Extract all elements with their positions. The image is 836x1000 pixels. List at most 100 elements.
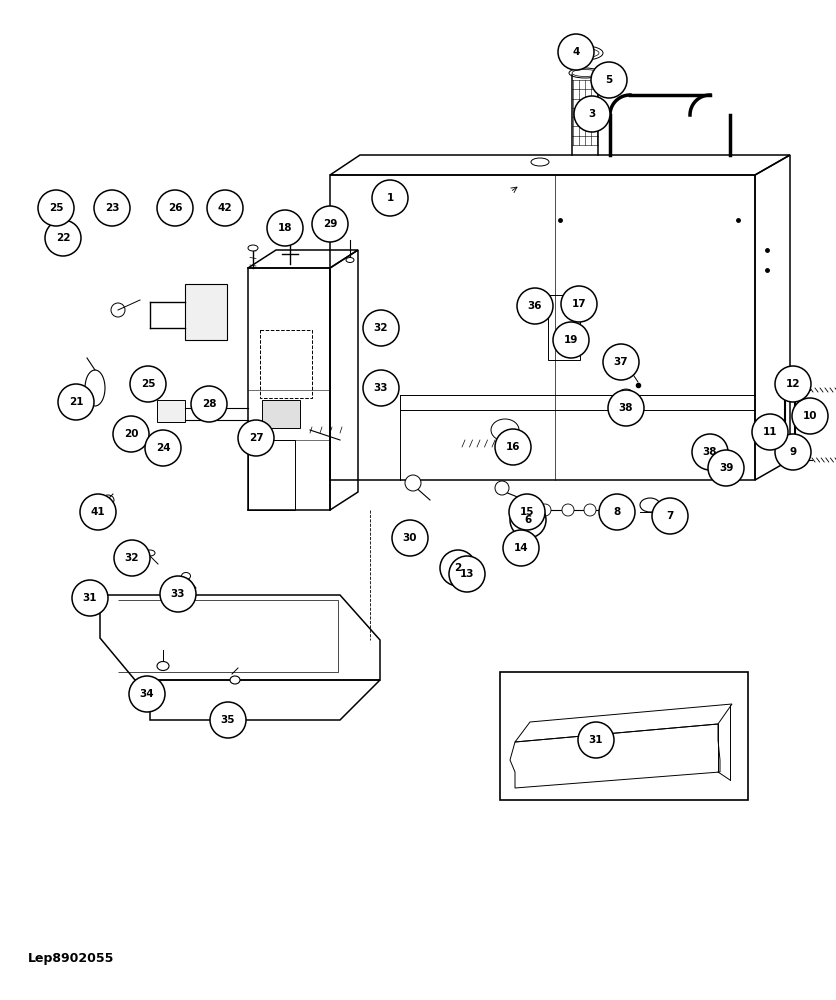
Text: 16: 16 — [506, 442, 520, 452]
Ellipse shape — [248, 245, 258, 251]
Text: 34: 34 — [140, 689, 155, 699]
Circle shape — [129, 676, 165, 712]
Circle shape — [652, 498, 688, 534]
Circle shape — [405, 475, 421, 491]
Circle shape — [517, 288, 553, 324]
Circle shape — [792, 398, 828, 434]
Text: 11: 11 — [762, 427, 777, 437]
Ellipse shape — [230, 676, 240, 684]
Circle shape — [708, 450, 744, 486]
Bar — [185, 284, 227, 340]
Circle shape — [553, 322, 589, 358]
Bar — [262, 400, 300, 428]
Text: 9: 9 — [789, 447, 797, 457]
Text: Lep8902055: Lep8902055 — [28, 952, 115, 965]
Text: 24: 24 — [155, 443, 171, 453]
Circle shape — [312, 206, 348, 242]
Circle shape — [160, 576, 196, 612]
Text: 5: 5 — [605, 75, 613, 85]
Text: 41: 41 — [90, 507, 105, 517]
Ellipse shape — [157, 662, 169, 670]
Circle shape — [38, 190, 74, 226]
Circle shape — [392, 520, 428, 556]
Ellipse shape — [785, 458, 795, 462]
Circle shape — [372, 180, 408, 216]
Circle shape — [495, 429, 531, 465]
Text: 27: 27 — [248, 433, 263, 443]
Circle shape — [561, 286, 597, 322]
Circle shape — [591, 62, 627, 98]
Circle shape — [130, 366, 166, 402]
Circle shape — [574, 96, 610, 132]
Circle shape — [363, 310, 399, 346]
Circle shape — [58, 384, 94, 420]
Ellipse shape — [785, 387, 795, 392]
Circle shape — [238, 420, 274, 456]
Text: 17: 17 — [572, 299, 586, 309]
Circle shape — [449, 556, 485, 592]
Text: 32: 32 — [374, 323, 388, 333]
Circle shape — [210, 702, 246, 738]
Text: 31: 31 — [589, 735, 604, 745]
Circle shape — [80, 494, 116, 530]
Text: 38: 38 — [619, 403, 633, 413]
Circle shape — [539, 504, 551, 516]
Circle shape — [440, 550, 476, 586]
Circle shape — [558, 34, 594, 70]
Text: 22: 22 — [56, 233, 70, 243]
Text: 25: 25 — [140, 379, 155, 389]
Circle shape — [608, 390, 644, 426]
Text: 15: 15 — [520, 507, 534, 517]
Circle shape — [599, 494, 635, 530]
Text: 21: 21 — [69, 397, 84, 407]
Ellipse shape — [181, 572, 191, 580]
Circle shape — [114, 540, 150, 576]
Circle shape — [578, 722, 614, 758]
Ellipse shape — [620, 389, 632, 395]
Bar — [260, 330, 312, 398]
Circle shape — [111, 303, 125, 317]
Text: 42: 42 — [217, 203, 232, 213]
Text: 1: 1 — [386, 193, 394, 203]
Circle shape — [752, 414, 788, 450]
Text: 30: 30 — [403, 533, 417, 543]
Circle shape — [562, 504, 574, 516]
Text: 37: 37 — [614, 357, 629, 367]
Text: 8: 8 — [614, 507, 620, 517]
Text: 28: 28 — [201, 399, 217, 409]
Text: 13: 13 — [460, 569, 474, 579]
Text: 4: 4 — [573, 47, 579, 57]
Circle shape — [363, 370, 399, 406]
Circle shape — [702, 452, 714, 464]
Circle shape — [723, 459, 733, 469]
Text: 20: 20 — [124, 429, 138, 439]
Circle shape — [45, 220, 81, 256]
Bar — [157, 400, 185, 422]
Text: 33: 33 — [374, 383, 388, 393]
Circle shape — [692, 434, 728, 470]
Circle shape — [157, 190, 193, 226]
Text: 10: 10 — [803, 411, 818, 421]
Ellipse shape — [145, 550, 155, 556]
Circle shape — [72, 580, 108, 616]
Text: 19: 19 — [563, 335, 579, 345]
Ellipse shape — [531, 158, 549, 166]
Circle shape — [94, 190, 130, 226]
Text: 18: 18 — [278, 223, 293, 233]
Text: 32: 32 — [125, 553, 140, 563]
Text: 12: 12 — [786, 379, 800, 389]
Ellipse shape — [567, 46, 603, 60]
Circle shape — [191, 386, 227, 422]
Text: 39: 39 — [719, 463, 733, 473]
Ellipse shape — [102, 495, 114, 505]
Circle shape — [207, 190, 243, 226]
Ellipse shape — [346, 257, 354, 262]
Circle shape — [509, 494, 545, 530]
Text: 29: 29 — [323, 219, 337, 229]
Circle shape — [603, 344, 639, 380]
Text: 36: 36 — [528, 301, 543, 311]
Circle shape — [113, 416, 149, 452]
Text: 33: 33 — [171, 589, 186, 599]
Circle shape — [503, 530, 539, 566]
Text: 6: 6 — [524, 515, 532, 525]
